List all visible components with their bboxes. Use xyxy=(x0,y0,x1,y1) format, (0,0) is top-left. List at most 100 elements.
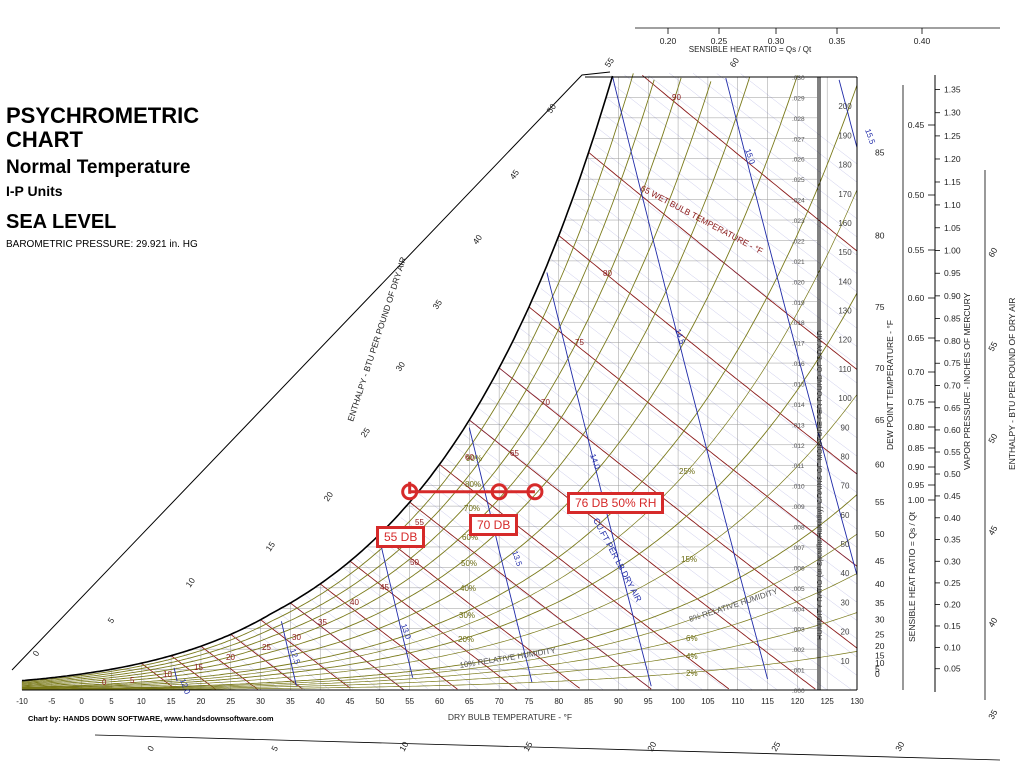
vapor-pressure-tick-label: 0.05 xyxy=(944,664,961,674)
enthalpy-guide-line xyxy=(487,396,858,676)
wet-bulb-line xyxy=(379,533,580,689)
enthalpy-guide-line xyxy=(525,314,858,566)
dry-bulb-tick-label: -10 xyxy=(16,697,28,706)
enthalpy-guide-line xyxy=(540,288,858,530)
dry-bulb-tick-label: 15 xyxy=(167,697,176,706)
grains-tick-label: 190 xyxy=(838,131,852,140)
enthalpy-bottom-tick-label: 15 xyxy=(521,740,535,753)
grains-tick-label: 180 xyxy=(838,161,852,170)
rh-curve-label: 30% xyxy=(459,611,475,620)
wet-bulb-tick-label: 15 xyxy=(194,663,203,672)
enthalpy-guide-line xyxy=(546,274,858,512)
relative-humidity-curve xyxy=(21,77,682,684)
relative-humidity-curve xyxy=(22,612,858,690)
dry-bulb-tick-label: 20 xyxy=(196,697,205,706)
enthalpy-guide-line xyxy=(126,666,157,691)
dry-bulb-tick-label: 55 xyxy=(405,697,414,706)
vapor-pressure-tick-label: 0.90 xyxy=(944,291,961,301)
relative-humidity-curve xyxy=(22,292,858,689)
humidity-ratio-tick-label: .017 xyxy=(792,341,805,348)
rh-curve-label: 20% xyxy=(458,635,474,644)
shr-tick-label: 0.55 xyxy=(908,245,925,255)
dry-bulb-tick-label: 25 xyxy=(226,697,235,706)
grains-tick-label: 100 xyxy=(838,394,852,403)
rh-curve-label: 40% xyxy=(460,584,476,593)
vapor-pressure-tick-label: 0.45 xyxy=(944,491,961,501)
shr-top-tick-label: 0.25 xyxy=(711,36,728,46)
enthalpy-guide-line xyxy=(612,83,858,274)
enthalpy-guide-line xyxy=(603,113,858,311)
dry-bulb-tick-label: 125 xyxy=(820,697,834,706)
enthalpy-scale-tick-label: 45 xyxy=(507,167,521,181)
enthalpy-guide-line xyxy=(108,672,130,689)
enthalpy-guide-line xyxy=(507,356,858,621)
vapor-pressure-tick-label: 0.55 xyxy=(944,447,961,457)
grains-tick-label: 120 xyxy=(838,336,852,345)
chart-title-text: PSYCHROMETRIC CHART xyxy=(6,103,200,152)
barometric-pressure: BAROMETRIC PRESSURE: 29.921 in. HG xyxy=(6,239,198,250)
rh-curve-label: 50% xyxy=(461,559,477,568)
wet-bulb-tick-label: 50 xyxy=(410,558,419,567)
enthalpy-guide-line xyxy=(519,328,858,585)
dry-bulb-tick-label: 30 xyxy=(256,697,265,706)
dew-point-tick-label: 65 xyxy=(875,415,885,425)
enthalpy-guide-line xyxy=(740,73,858,165)
rh-curve-label: 90% xyxy=(466,454,482,463)
relative-humidity-curve xyxy=(21,77,751,686)
chart-subtitle: Normal Temperature xyxy=(6,157,191,178)
enthalpy-guide-line xyxy=(263,619,354,689)
enthalpy-guide-line xyxy=(409,505,652,689)
grains-tick-label: 20 xyxy=(841,628,850,637)
humidity-ratio-tick-label: .026 xyxy=(792,157,805,164)
enthalpy-guide-line xyxy=(555,244,858,475)
wet-bulb-tick-label: 45 xyxy=(380,583,389,592)
dry-bulb-tick-label: 130 xyxy=(850,697,864,706)
dry-bulb-tick-label: 60 xyxy=(435,697,444,706)
enthalpy-guide-line xyxy=(534,302,858,548)
wet-bulb-line xyxy=(319,583,458,690)
dew-point-tick-label: 0 xyxy=(875,669,880,679)
enthalpy-right-tick-label: 40 xyxy=(986,616,1000,629)
dry-bulb-tick-label: 50 xyxy=(375,697,384,706)
enthalpy-guide-line xyxy=(463,434,801,689)
enthalpy-guide-line xyxy=(513,342,858,603)
vapor-pressure-tick-label: 1.10 xyxy=(944,200,961,210)
dry-bulb-tick-label: 85 xyxy=(584,697,593,706)
enthalpy-guide-line xyxy=(668,72,858,219)
vapor-pressure-tick-label: 0.10 xyxy=(944,642,961,652)
vapor-pressure-tick-label: 0.15 xyxy=(944,621,961,631)
enthalpy-guide-line xyxy=(567,216,858,439)
vapor-pressure-tick-label: 1.20 xyxy=(944,154,961,164)
wet-bulb-line xyxy=(528,306,858,567)
enthalpy-guide-line xyxy=(379,538,577,689)
grains-tick-label: 130 xyxy=(838,307,852,316)
enthalpy-guide-line xyxy=(692,73,858,201)
humidity-ratio-tick-label: .028 xyxy=(792,116,805,123)
enthalpy-guide-line xyxy=(293,604,404,690)
grains-tick-label: 200 xyxy=(838,102,852,111)
grains-tick-label: 60 xyxy=(841,511,850,520)
dew-point-tick-label: 80 xyxy=(875,231,885,241)
wet-bulb-line xyxy=(498,367,858,649)
dry-bulb-tick-label: 105 xyxy=(701,697,715,706)
wet-bulb-line xyxy=(642,74,858,252)
dew-point-tick-label: 40 xyxy=(875,579,885,589)
enthalpy-guide-line xyxy=(478,408,852,690)
enthalpy-guide-line xyxy=(498,368,858,640)
humidity-ratio-tick-label: .027 xyxy=(792,136,805,143)
wet-bulb-tick-label: 90 xyxy=(672,93,681,102)
dew-point-tick-label: 20 xyxy=(875,641,885,651)
humidity-ratio-tick-label: .003 xyxy=(792,627,805,634)
enthalpy-guide-line xyxy=(182,653,231,691)
enthalpy-guide-line xyxy=(454,445,777,690)
enthalpy-right-tick-label: 60 xyxy=(986,246,1000,259)
enthalpy-guide-line xyxy=(355,558,530,691)
shr-top-tick-label: 0.20 xyxy=(660,36,677,46)
dry-bulb-tick-label: 65 xyxy=(465,697,474,706)
vapor-pressure-tick-label: 0.20 xyxy=(944,599,961,609)
relative-humidity-curve xyxy=(22,394,858,689)
enthalpy-bottom-tick-label: 0 xyxy=(145,744,156,753)
shr-top-axis-label: SENSIBLE HEAT RATIO = Qs / Qt xyxy=(689,45,812,54)
grains-tick-label: 160 xyxy=(838,219,852,228)
shr-tick-label: 0.70 xyxy=(908,367,925,377)
